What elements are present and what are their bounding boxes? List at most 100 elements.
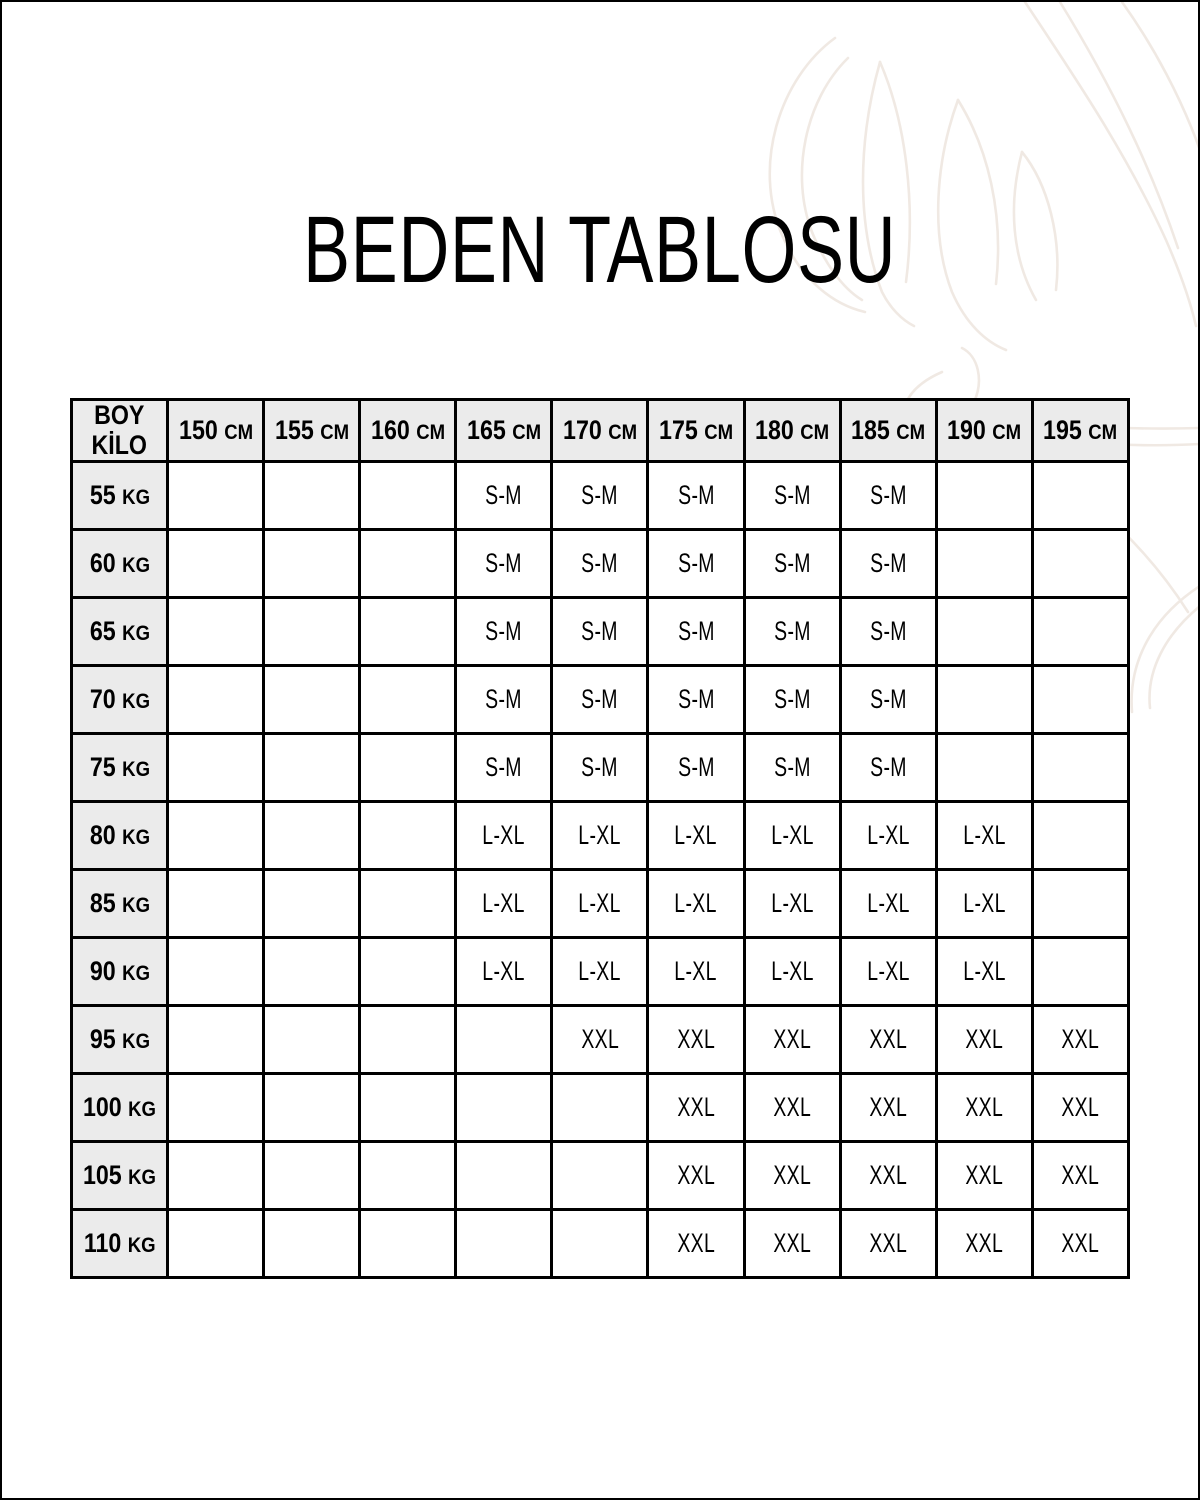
size-cell — [166, 936, 266, 1007]
page-title-text: BEDEN TABLOSU — [303, 197, 897, 303]
size-value: S-M — [773, 616, 811, 646]
size-cell: XXL — [934, 1072, 1034, 1143]
size-cell — [1030, 528, 1131, 599]
size-value: XXL — [869, 1160, 908, 1190]
size-cell — [1030, 868, 1131, 939]
size-value: XXL — [677, 1228, 715, 1258]
table-row: 110 KG XXL XXL XXL XXL XXL — [69, 1208, 1131, 1279]
size-value: S-M — [485, 480, 523, 510]
size-cell — [1030, 664, 1131, 735]
size-cell — [262, 936, 362, 1007]
size-value: S-M — [581, 548, 619, 578]
size-cell: L-XL — [838, 936, 938, 1007]
size-cell — [262, 732, 362, 803]
size-cell: L-XL — [550, 868, 650, 939]
table-row: 100 KG XXL XXL XXL XXL XXL — [69, 1072, 1131, 1143]
size-cell: S-M — [454, 596, 554, 667]
size-cell — [166, 868, 266, 939]
size-cell — [262, 596, 362, 667]
size-cell — [262, 1004, 362, 1075]
size-cell — [358, 800, 458, 871]
size-value: XXL — [965, 1160, 1004, 1190]
size-cell — [358, 1208, 458, 1279]
row-label: 60 KG — [69, 528, 170, 599]
column-header: 180 CM — [742, 398, 842, 463]
size-value: XXL — [869, 1092, 908, 1122]
size-value: L-XL — [770, 820, 814, 850]
size-value: L-XL — [482, 956, 526, 986]
table-row: 105 KG XXL XXL XXL XXL XXL — [69, 1140, 1131, 1211]
size-cell: XXL — [934, 1004, 1034, 1075]
size-cell — [934, 528, 1034, 599]
size-value: S-M — [485, 616, 523, 646]
size-value: S-M — [677, 548, 715, 578]
size-cell: S-M — [838, 528, 938, 599]
size-value: S-M — [677, 480, 715, 510]
size-cell: L-XL — [742, 800, 842, 871]
size-cell — [262, 1208, 362, 1279]
size-cell — [358, 1072, 458, 1143]
size-cell — [550, 1208, 650, 1279]
size-cell: L-XL — [934, 868, 1034, 939]
size-value: XXL — [869, 1228, 908, 1258]
size-value: S-M — [773, 548, 811, 578]
size-cell: S-M — [646, 528, 746, 599]
corner-header-boy-kilo: BOY KİLO — [69, 398, 170, 463]
row-label: 80 KG — [69, 800, 170, 871]
size-chart-body: 55 KG S-M S-M S-M S-M S-M 60 KG S-M S-M S-M S-M S-M… — [69, 460, 1131, 1279]
size-cell — [1030, 596, 1131, 667]
row-label: 70 KG — [69, 664, 170, 735]
size-value: S-M — [485, 752, 523, 782]
size-cell — [1030, 936, 1131, 1007]
size-value: XXL — [677, 1160, 715, 1190]
size-cell: XXL — [838, 1140, 938, 1211]
row-label: 75 KG — [69, 732, 170, 803]
size-cell — [1030, 460, 1131, 531]
size-cell: L-XL — [742, 868, 842, 939]
size-value: S-M — [581, 684, 619, 714]
size-value: S-M — [677, 752, 715, 782]
size-cell: L-XL — [742, 936, 842, 1007]
size-cell: S-M — [550, 460, 650, 531]
row-label: 100 KG — [69, 1072, 170, 1143]
size-cell: S-M — [454, 460, 554, 531]
table-row: 70 KG S-M S-M S-M S-M S-M — [69, 664, 1131, 735]
size-cell: S-M — [838, 596, 938, 667]
size-cell: XXL — [742, 1208, 842, 1279]
size-value: S-M — [485, 548, 523, 578]
size-cell — [1030, 732, 1131, 803]
column-header: 160 CM — [358, 398, 458, 463]
size-cell — [454, 1140, 554, 1211]
size-cell — [262, 868, 362, 939]
size-cell — [358, 596, 458, 667]
size-value: L-XL — [962, 956, 1006, 986]
size-cell: S-M — [646, 460, 746, 531]
size-value: S-M — [581, 480, 619, 510]
size-cell: L-XL — [550, 800, 650, 871]
size-cell — [166, 1208, 266, 1279]
size-value: XXL — [965, 1092, 1004, 1122]
size-value: XXL — [773, 1092, 812, 1122]
size-cell: L-XL — [646, 868, 746, 939]
column-header: 175 CM — [646, 398, 746, 463]
size-value: XXL — [773, 1228, 812, 1258]
size-cell: L-XL — [646, 936, 746, 1007]
size-cell — [358, 664, 458, 735]
size-chart-table: BOY KİLO 150 CM 155 CM 160 CM 165 CM 170 CM 175… — [69, 398, 1131, 1279]
size-cell — [454, 1004, 554, 1075]
size-cell: S-M — [742, 664, 842, 735]
size-cell — [166, 596, 266, 667]
size-cell — [358, 732, 458, 803]
size-cell: XXL — [1030, 1140, 1131, 1211]
column-header: 195 CM — [1030, 398, 1131, 463]
size-cell — [358, 460, 458, 531]
size-value: S-M — [677, 684, 715, 714]
size-value: XXL — [869, 1024, 908, 1054]
size-cell — [550, 1072, 650, 1143]
size-value: XXL — [1061, 1228, 1100, 1258]
size-cell: S-M — [646, 596, 746, 667]
size-cell: S-M — [838, 732, 938, 803]
size-cell: S-M — [550, 732, 650, 803]
size-value: S-M — [773, 684, 811, 714]
size-cell: L-XL — [550, 936, 650, 1007]
